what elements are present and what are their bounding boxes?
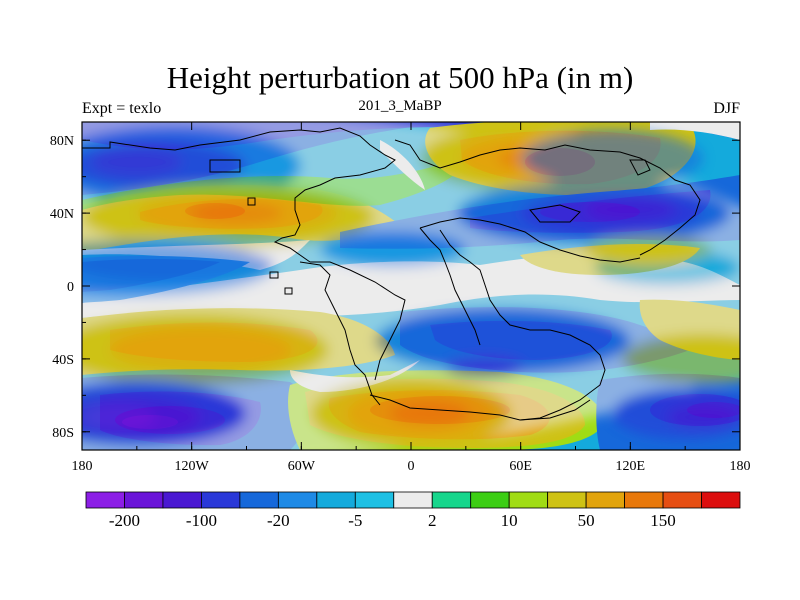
field-blob-22 xyxy=(584,196,677,223)
colorbar-box-13 xyxy=(585,491,625,509)
field-blob-3 xyxy=(91,147,183,177)
coastlines xyxy=(82,127,701,421)
y-tick-label-1: 40N xyxy=(50,207,74,222)
field-blob-26 xyxy=(584,234,713,265)
x-tick-label-3: 0 xyxy=(408,459,415,474)
x-tick-label-6: 180 xyxy=(730,459,751,474)
field-blob-24 xyxy=(443,357,525,379)
field-blob-6 xyxy=(191,202,284,225)
colorbar-box-6 xyxy=(316,491,356,509)
height-field xyxy=(82,122,740,450)
field-blob-8 xyxy=(82,245,274,283)
colorbar-label-5: 10 xyxy=(501,511,518,530)
field-blob-23 xyxy=(374,307,631,374)
colorbar-label-2: -20 xyxy=(267,511,290,530)
x-tick-label-4: 60E xyxy=(509,459,532,474)
hudson-bay-coast xyxy=(209,159,241,173)
y-tick-label-2: 0 xyxy=(67,280,74,295)
small-island xyxy=(284,287,293,295)
y-tick-label-4: 80S xyxy=(52,426,74,441)
x-tick-label-0: 180 xyxy=(72,459,93,474)
colorbar-box-5 xyxy=(277,491,318,509)
colorbar-label-6: 50 xyxy=(578,511,595,530)
chart-title: Height perturbation at 500 hPa (in m) xyxy=(166,60,634,95)
colorbar-box-9 xyxy=(431,491,472,509)
colorbar-box-14 xyxy=(624,491,664,509)
colorbar-box-15 xyxy=(662,491,702,509)
field-blob-31 xyxy=(520,129,704,188)
colorbar-box-8 xyxy=(393,491,433,509)
colorbar-box-16 xyxy=(701,491,741,509)
south-america-east-coast xyxy=(310,261,406,381)
y-tick-label-0: 80N xyxy=(50,134,74,149)
colorbar-label-1: -100 xyxy=(186,511,217,530)
center-subtitle: 201_3_MaBP xyxy=(358,98,442,114)
field-blob-29 xyxy=(666,404,740,430)
x-tick-label-1: 120W xyxy=(175,459,210,474)
kamchatka-outline xyxy=(629,159,651,176)
colorbar-box-11 xyxy=(508,491,549,509)
colorbar-box-7 xyxy=(354,491,395,509)
colorbar: -200 -100 -20 -5 2 10 50 150 xyxy=(85,491,741,530)
colorbar-label-4: 2 xyxy=(428,511,437,530)
colorbar-box-0 xyxy=(85,491,125,509)
colorbar-box-12 xyxy=(547,491,587,509)
colorbar-box-4 xyxy=(239,491,279,509)
colorbar-box-10 xyxy=(470,491,510,509)
south-america-west-coast xyxy=(299,261,381,406)
africa-east-coast xyxy=(439,229,606,421)
field-blob-13 xyxy=(82,404,156,430)
field-blob-layer xyxy=(82,122,740,450)
colorbar-box-1 xyxy=(124,491,164,509)
eurasia-north-coast xyxy=(394,139,701,256)
neutral-fringe-northeast xyxy=(650,122,740,140)
field-blob-30 xyxy=(319,231,466,268)
x-axis: 180 120W 60W 0 60E 120E 180 xyxy=(72,122,751,474)
africa-west-coast xyxy=(419,227,481,346)
x-tick-label-2: 60W xyxy=(288,459,316,474)
great-lakes-coast xyxy=(247,197,256,206)
right-subtitle: DJF xyxy=(713,100,740,117)
y-tick-label-3: 40S xyxy=(52,353,74,368)
y-axis: 80N 40N 0 40S 80S xyxy=(50,134,740,441)
x-tick-label-5: 120E xyxy=(616,459,646,474)
colorbar-label-0: -200 xyxy=(109,511,140,530)
antarctica-coast xyxy=(369,394,591,421)
colorbar-box-3 xyxy=(201,491,241,509)
left-subtitle: Expt = texlo xyxy=(82,100,162,117)
colorbar-label-7: 150 xyxy=(650,511,676,530)
field-blob-10 xyxy=(109,327,293,372)
caspian-outline xyxy=(529,204,581,223)
caribbean-island xyxy=(269,271,279,279)
colorbar-label-3: -5 xyxy=(348,511,362,530)
field-blob-27 xyxy=(621,333,740,385)
north-america-coast xyxy=(82,127,396,263)
eurasia-south-coast xyxy=(419,217,641,263)
colorbar-box-2 xyxy=(162,491,202,509)
